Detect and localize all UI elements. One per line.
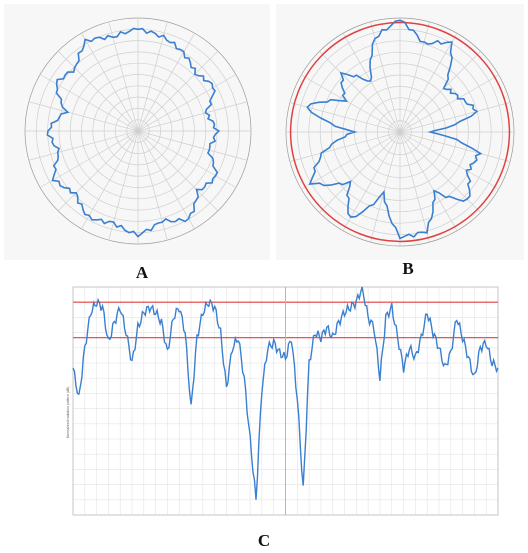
grid-spoke [137,101,248,132]
grid-spoke [399,33,458,133]
figure-label-a: A [135,263,149,282]
grid-spoke [399,74,499,133]
grid-spoke [289,131,401,162]
grid-spoke [137,50,219,132]
grid-spoke [108,21,139,132]
radiation-pattern-line [72,286,499,500]
line-chart-c: Normalized radiation pattern (dB) [63,283,500,523]
grid-spoke [399,21,430,133]
grid-spoke [137,130,248,161]
grid-spoke [81,32,139,132]
polar-grid [285,17,515,247]
grid-spoke [342,131,401,231]
grid-spoke [137,130,168,241]
grid-spoke [289,102,401,133]
grid-spoke [28,130,139,161]
figure-label-c: C [257,531,271,550]
grid-spoke [301,74,401,133]
reference-circle [289,21,511,243]
grid-spoke [319,51,401,133]
grid-spoke [28,101,139,132]
grid-spoke [81,130,139,230]
grid-spoke [370,21,401,133]
grid-spoke [39,130,139,188]
radiation-pattern-line [46,27,221,238]
y-axis-label: Normalized radiation pattern (dB) [66,387,70,439]
grid-spoke [137,130,219,212]
polar-grid [24,17,252,245]
line-chart-c-plot: Normalized radiation pattern (dB) [66,286,499,516]
grid-spoke [399,51,481,133]
radiation-pattern-line [306,19,483,240]
grid-spoke [137,130,237,188]
grid-spoke [108,130,139,241]
grid-spoke [399,102,511,133]
figure-label-b: B [402,259,414,278]
grid-spoke [57,50,139,132]
grid-spoke [137,32,195,132]
grid-spoke [57,130,139,212]
polar-chart-b-plot [285,17,515,247]
grid-spoke [137,130,195,230]
polar-chart-a [4,4,270,260]
polar-chart-b [276,4,524,260]
grid-spoke [399,131,499,190]
grid-spoke [370,131,401,243]
grid-spoke [399,131,430,243]
grid-spoke [319,131,401,213]
grid-spoke [399,131,511,162]
grid-spoke [301,131,401,190]
grid-spoke [137,21,168,132]
grid-spoke [399,131,458,231]
grid-spoke [137,74,237,132]
polar-chart-a-plot [24,17,252,245]
